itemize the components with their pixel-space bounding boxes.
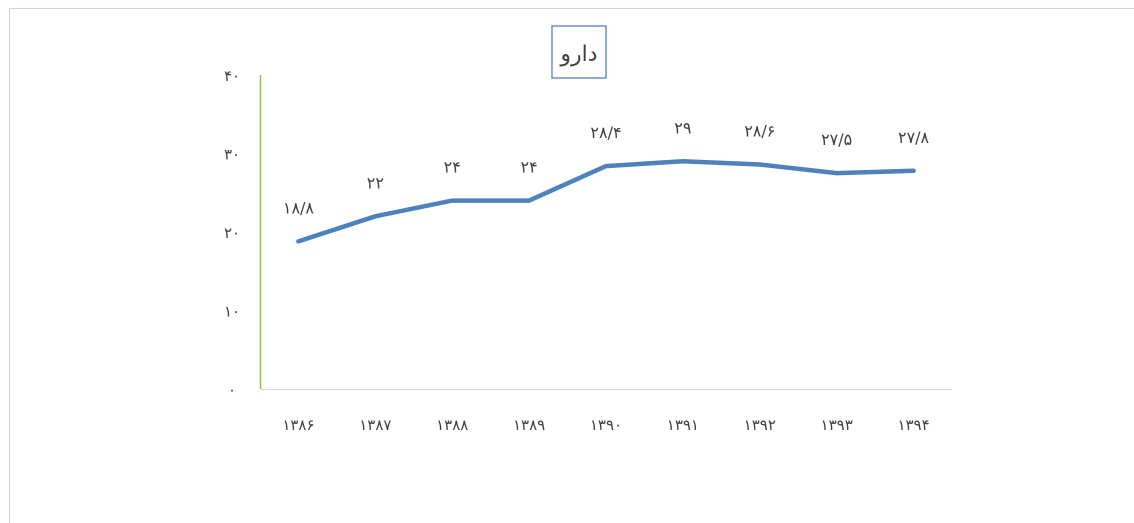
- series-line-group: [296, 159, 916, 244]
- data-label: ۲۴: [444, 158, 461, 177]
- data-label: ۲۸/۶: [744, 121, 775, 140]
- data-label: ۲۲: [367, 173, 384, 192]
- x-tick-label: ۱۳۸۹: [513, 416, 545, 434]
- x-tick-label: ۱۳۸۸: [436, 416, 468, 434]
- series-line: [296, 159, 916, 244]
- x-tick-label: ۱۳۹۱: [667, 416, 699, 434]
- data-label: ۲۴: [521, 158, 538, 177]
- y-tick-label: ۲۰: [224, 224, 240, 242]
- data-label: ۲۹: [674, 118, 691, 137]
- data-label: ۲۸/۴: [590, 123, 621, 142]
- x-tick-label: ۱۳۹۲: [744, 416, 776, 434]
- x-tick-label: ۱۳۹۳: [821, 416, 853, 434]
- data-labels: ۱۸/۸ ۲۲ ۲۴ ۲۴ ۲۸/۴ ۲۹ ۲۸/۶ ۲۷/۵ ۲۷/۸: [283, 118, 930, 217]
- data-label: ۲۷/۸: [898, 128, 930, 147]
- x-tick-label: ۱۳۸۶: [282, 416, 314, 434]
- x-tick-label: ۱۳۹۰: [590, 416, 622, 434]
- y-tick-label: ۰: [228, 381, 236, 399]
- chart-title-box: [551, 25, 607, 79]
- chart-title: دارو: [559, 42, 597, 67]
- data-label: ۲۷/۵: [821, 130, 852, 149]
- y-tick-label: ۱۰: [224, 303, 240, 321]
- x-tick-labels: ۱۳۸۶ ۱۳۸۷ ۱۳۸۸ ۱۳۸۹ ۱۳۹۰ ۱۳۹۱ ۱۳۹۲ ۱۳۹۳ ۱۳۹۴: [282, 416, 929, 434]
- y-tick-label: ۳۰: [224, 146, 240, 164]
- x-tick-label: ۱۳۹۴: [897, 416, 929, 434]
- data-label: ۱۸/۸: [283, 198, 315, 217]
- y-tick-label: ۴۰: [224, 67, 240, 85]
- x-tick-label: ۱۳۸۷: [359, 416, 391, 434]
- y-tick-labels: ۰ ۱۰ ۲۰ ۳۰ ۴۰: [224, 67, 240, 399]
